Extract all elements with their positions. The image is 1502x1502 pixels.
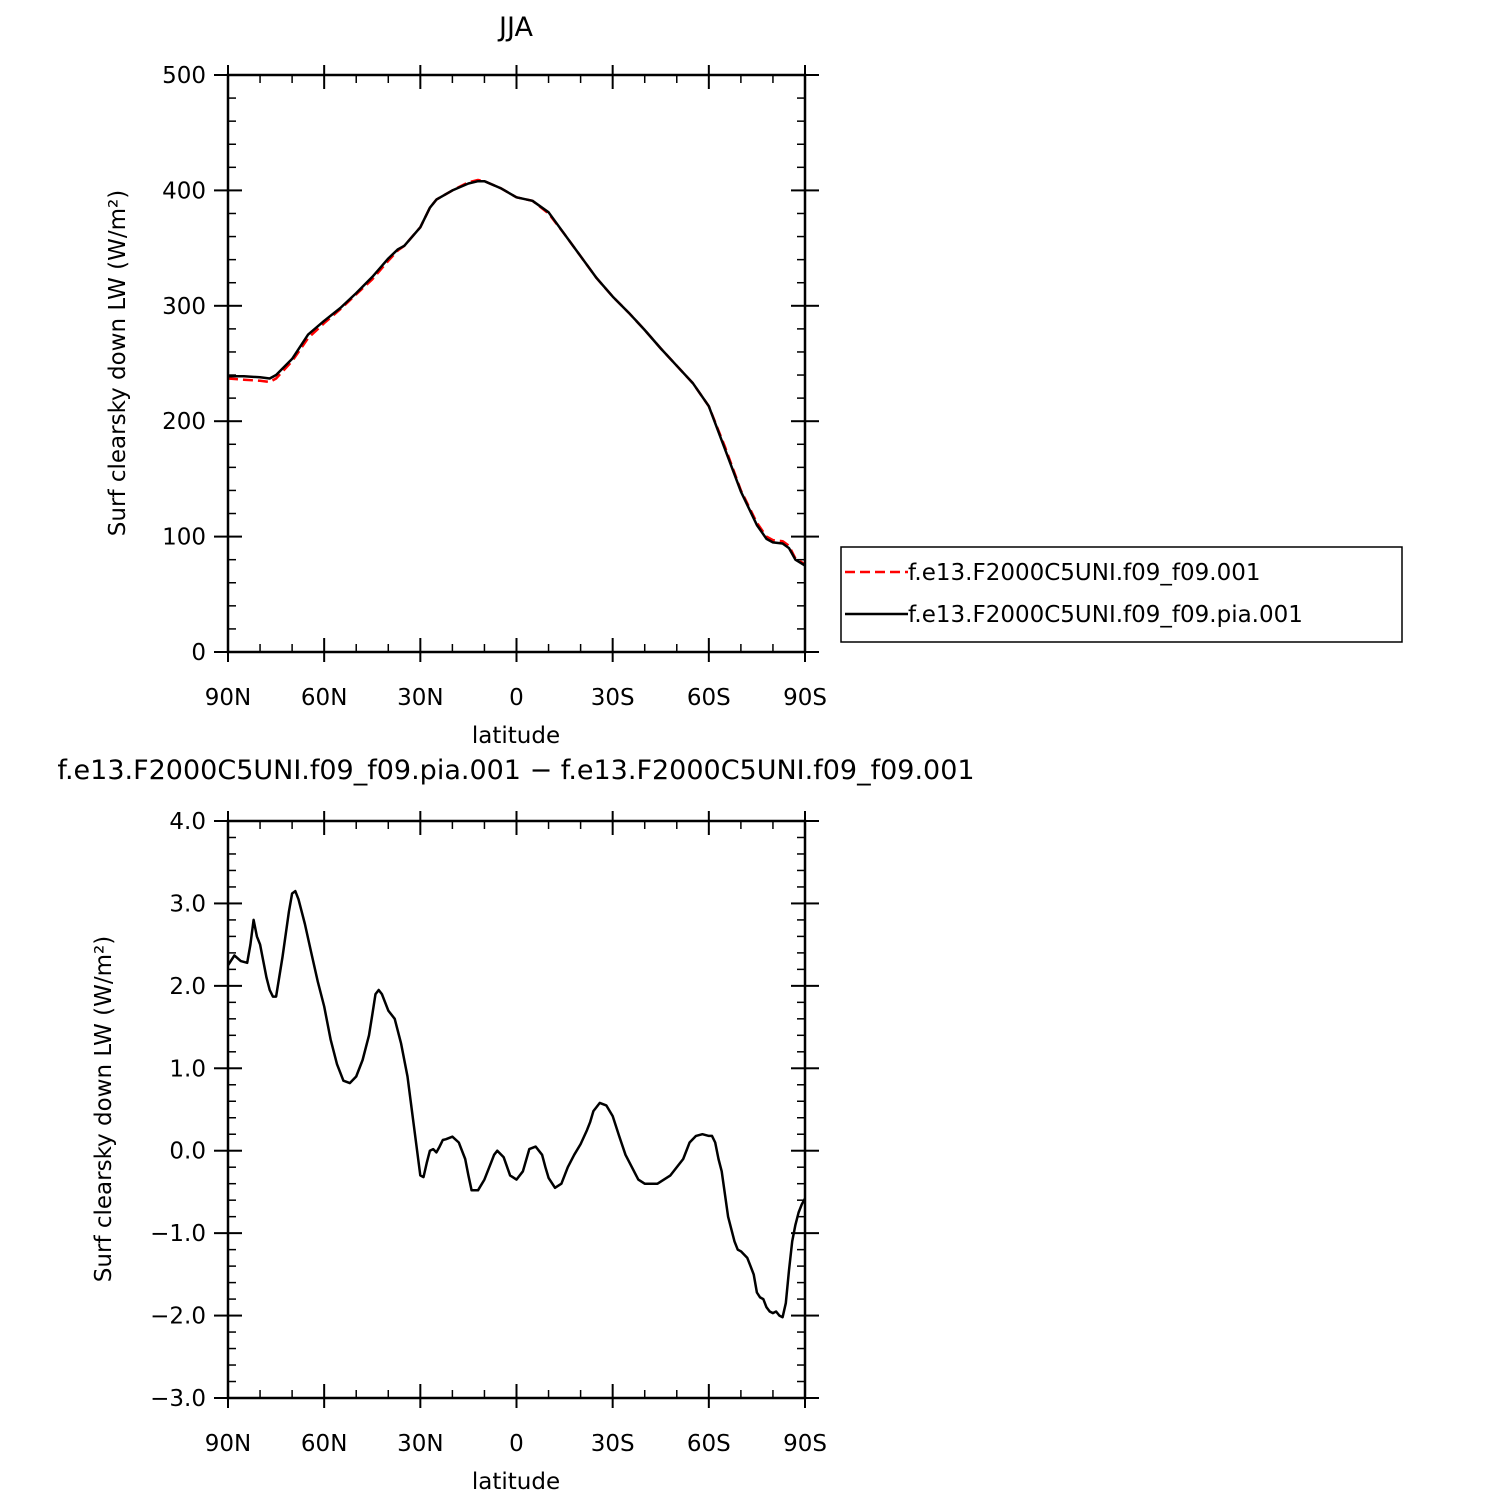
y-tick-label: −1.0 bbox=[150, 1221, 206, 1247]
bottom-chart-title: f.e13.F2000C5UNI.f09_f09.pia.001 − f.e13… bbox=[57, 755, 974, 786]
x-tick-label: 30N bbox=[397, 685, 443, 711]
bottom-series-lines bbox=[226, 889, 807, 1319]
y-tick-label: 2.0 bbox=[169, 974, 206, 1000]
y-tick-label: 3.0 bbox=[169, 891, 206, 917]
x-tick-label: 90N bbox=[205, 1431, 251, 1457]
legend-box bbox=[840, 546, 1403, 643]
series-line-1 bbox=[228, 179, 806, 567]
top-chart-title: JJA bbox=[497, 12, 533, 43]
legend-label-control: f.e13.F2000C5UNI.f09_f09.001 bbox=[908, 560, 1261, 586]
bottom-tick-labels: 90N 60N 30N 0 30S 60S 90S −3.0 −2.0 −1.0 0.0 1.0 2.0… bbox=[150, 809, 827, 1457]
y-tick-label: −2.0 bbox=[150, 1304, 206, 1330]
x-tick-label: 60N bbox=[301, 685, 347, 711]
x-tick-label: 90N bbox=[205, 685, 251, 711]
series-line-0 bbox=[227, 178, 806, 566]
x-tick-label: 60N bbox=[301, 1431, 347, 1457]
top-axis-ticks bbox=[214, 65, 819, 662]
y-tick-label: 400 bbox=[162, 178, 206, 204]
legend-label-pia: f.e13.F2000C5UNI.f09_f09.pia.001 bbox=[908, 602, 1303, 628]
y-tick-label: 300 bbox=[162, 294, 206, 320]
y-tick-label: −3.0 bbox=[150, 1386, 206, 1412]
top-panel: JJA 90N 60N 30N 0 30S 60S 90S0100200300400500 … bbox=[105, 12, 1403, 749]
x-tick-label: 90S bbox=[783, 1431, 827, 1457]
series-line-0 bbox=[226, 889, 807, 1319]
x-tick-label: 30S bbox=[591, 685, 635, 711]
y-tick-label: 1.0 bbox=[169, 1056, 206, 1082]
top-y-axis-label: Surf clearsky down LW (W/m²) bbox=[105, 190, 131, 536]
y-tick-label: 0.0 bbox=[169, 1139, 206, 1165]
bottom-plot-frame bbox=[226, 819, 807, 1400]
y-tick-label: 0 bbox=[191, 640, 206, 666]
x-tick-label: 30S bbox=[591, 1431, 635, 1457]
bottom-x-axis-label: latitude bbox=[472, 1469, 560, 1495]
top-tick-labels: 90N 60N 30N 0 30S 60S 90S 0 100 200 300 400 500 bbox=[162, 63, 827, 711]
bottom-panel: f.e13.F2000C5UNI.f09_f09.pia.001 − f.e13… bbox=[57, 755, 974, 1495]
bottom-y-axis-label: Surf clearsky down LW (W/m²) bbox=[91, 936, 117, 1282]
x-tick-label: 0 bbox=[509, 685, 524, 711]
x-tick-label: 90S bbox=[783, 685, 827, 711]
legend: f.e13.F2000C5UNI.f09_f09.001 f.e13.F2000… bbox=[840, 546, 1403, 643]
top-series-lines bbox=[227, 178, 806, 567]
x-tick-label: 0 bbox=[509, 1431, 524, 1457]
x-tick-label: 60S bbox=[687, 1431, 731, 1457]
top-plot-frame bbox=[226, 73, 807, 654]
y-tick-label: 500 bbox=[162, 63, 206, 89]
y-tick-label: 4.0 bbox=[169, 809, 206, 835]
y-tick-label: 200 bbox=[162, 409, 206, 435]
bottom-axis-ticks bbox=[214, 811, 819, 1408]
top-x-axis-label: latitude bbox=[472, 723, 560, 749]
x-tick-label: 30N bbox=[397, 1431, 443, 1457]
y-tick-label: 100 bbox=[162, 525, 206, 551]
x-tick-label: 60S bbox=[687, 685, 731, 711]
